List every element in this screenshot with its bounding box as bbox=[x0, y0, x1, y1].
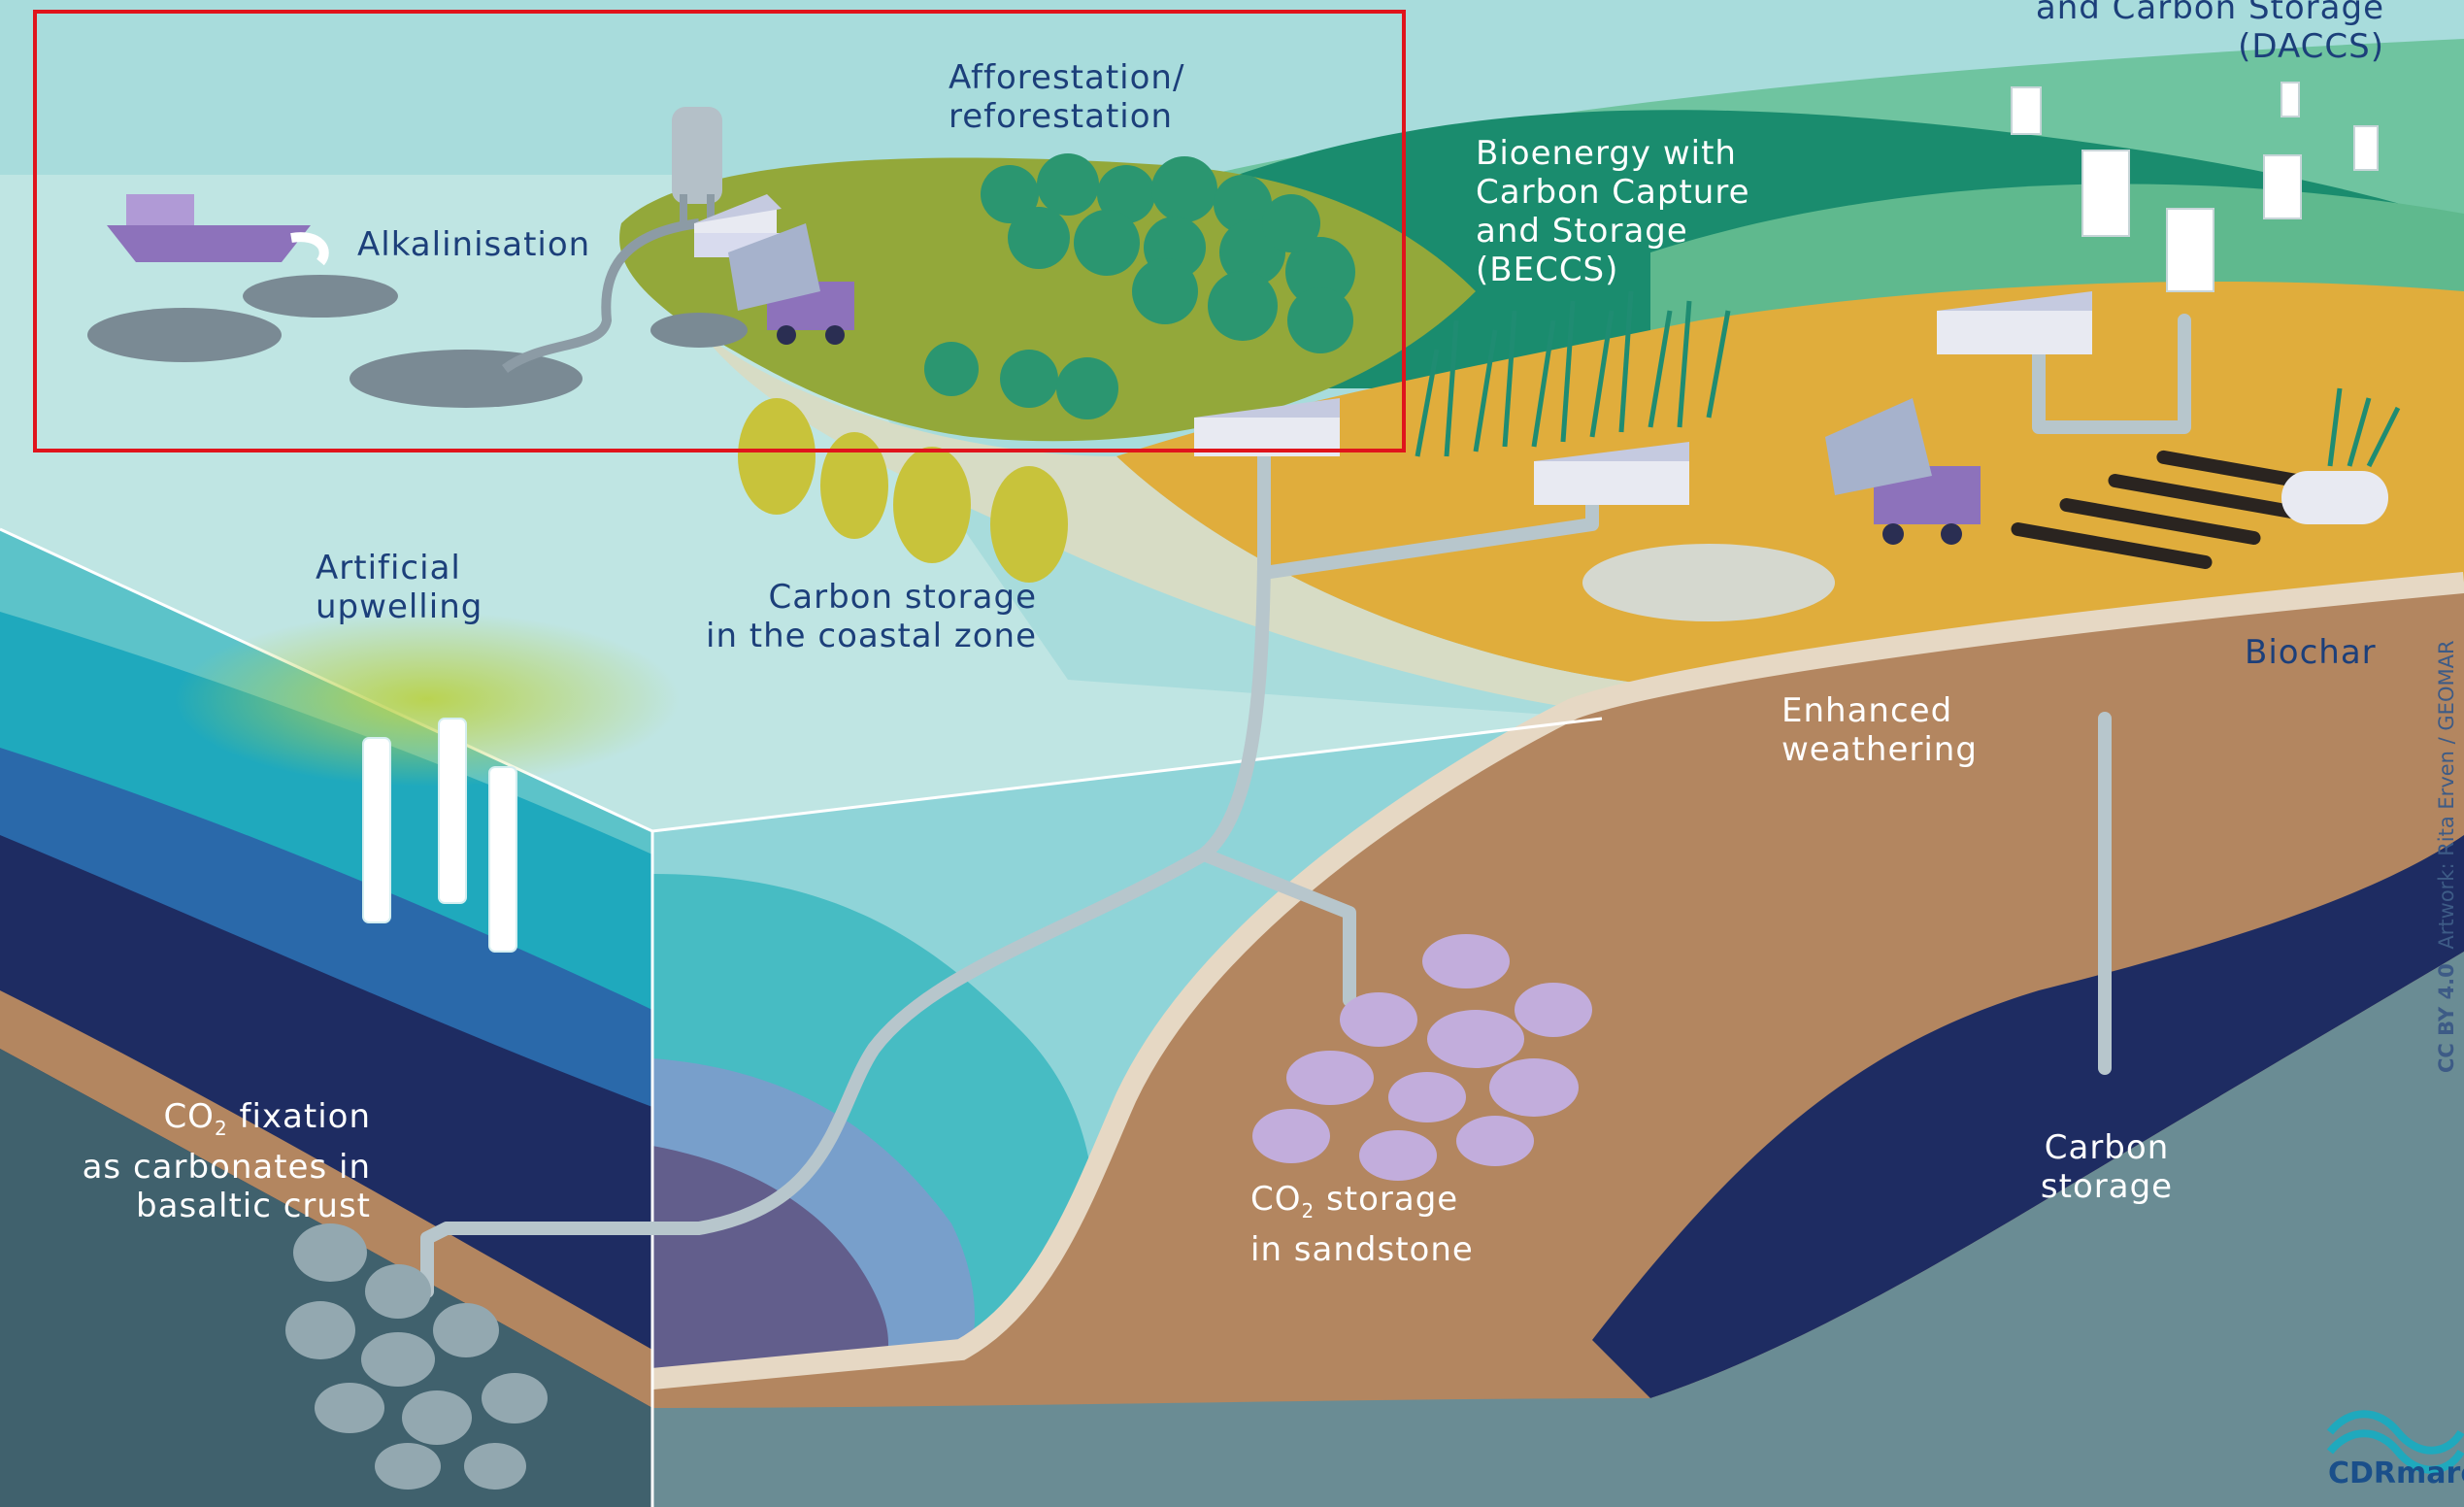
forest bbox=[924, 153, 1355, 419]
truck-afforestation bbox=[728, 223, 854, 345]
basaltic-crust-rocks bbox=[285, 1223, 548, 1490]
label-daccs: and Carbon Storage (DACCS) bbox=[2035, 0, 2384, 66]
label-enhanced-weathering: Enhanced weathering bbox=[1781, 691, 1978, 769]
pipeline-network bbox=[420, 314, 2191, 1298]
label-beccs: Bioenergy with Carbon Capture and Storag… bbox=[1476, 134, 1750, 289]
license-text: CC BY 4.0 bbox=[2435, 963, 2458, 1073]
sediment-band bbox=[0, 990, 652, 1408]
label-artificial-upwelling: Artificial upwelling bbox=[316, 549, 483, 626]
sediment-edge bbox=[650, 572, 2464, 1390]
alkalinisation-ship bbox=[107, 194, 329, 266]
factory-daccs bbox=[1937, 291, 2092, 354]
water-deep-3 bbox=[652, 1146, 888, 1398]
deep-layer-navy bbox=[1592, 835, 2464, 1398]
cdrmare-logo-mark bbox=[2326, 1410, 2464, 1474]
weathering-rock-spread bbox=[1582, 544, 1835, 621]
gravel-piles bbox=[87, 275, 748, 408]
sandstone-pebbles bbox=[1252, 934, 1592, 1181]
silo bbox=[672, 107, 722, 223]
beach bbox=[699, 330, 1709, 719]
daccs-collectors bbox=[2011, 82, 2379, 292]
label-biochar: Biochar bbox=[2245, 633, 2377, 672]
truck-weathering bbox=[1825, 398, 1981, 545]
label-alkalinisation: Alkalinisation bbox=[357, 225, 591, 264]
beccs-grass bbox=[1415, 290, 1731, 457]
factory-beccs bbox=[1534, 442, 1689, 505]
label-afforestation: Afforestation/ reforestation bbox=[949, 58, 1185, 136]
biochar-rows bbox=[2011, 450, 2348, 570]
upwelling-glow bbox=[175, 612, 680, 787]
cdrmare-logo-text: CDRmare bbox=[2328, 1457, 2464, 1490]
label-carbon-storage: Carbon storage bbox=[2040, 1128, 2174, 1206]
highlight-box bbox=[33, 10, 1406, 452]
label-coastal-storage: Carbon storage in the coastal zone bbox=[706, 578, 1037, 655]
label-co2-fixation: CO2 fixation as carbonates in basaltic c… bbox=[82, 1097, 371, 1225]
coastal-vegetation bbox=[738, 398, 1068, 583]
biochar-kiln bbox=[2281, 387, 2401, 524]
artwork-credit: CC BY 4.0 Artwork: Rita Erven / GEOMAR bbox=[2435, 640, 2458, 1073]
artwork-text: Artwork: Rita Erven / GEOMAR bbox=[2435, 640, 2458, 950]
upwelling-pipes bbox=[362, 718, 517, 953]
bedrock-right bbox=[652, 952, 2464, 1507]
label-co2-sandstone: CO2 storage in sandstone bbox=[1250, 1180, 1474, 1269]
alkalinisation-pipe bbox=[502, 218, 700, 374]
